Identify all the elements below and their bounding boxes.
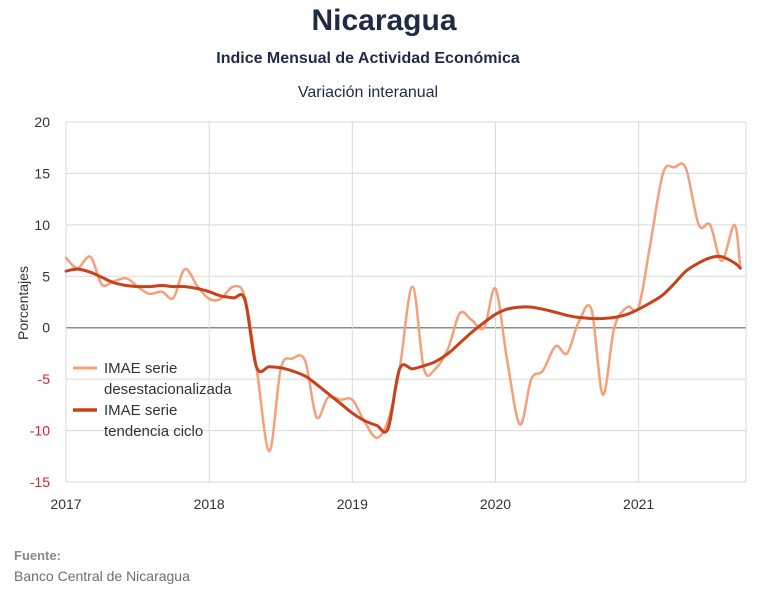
x-tick-label: 2018 (194, 496, 225, 512)
chart-subtitle: Indice Mensual de Actividad Económica (216, 50, 520, 67)
series-layer (64, 162, 742, 453)
x-tick-label: 2021 (623, 496, 654, 512)
y-tick-label: 0 (42, 320, 50, 336)
y-tick-label: -15 (30, 474, 50, 490)
legend-label: desestacionalizada (104, 381, 232, 398)
y-tick-label: 20 (34, 114, 50, 130)
x-tick-label: 2019 (337, 496, 368, 512)
y-axis-label: Porcentajes (15, 266, 31, 340)
y-tick-label: 10 (34, 217, 50, 233)
y-tick-label: 5 (42, 268, 50, 284)
y-tick-label: -5 (38, 371, 51, 387)
x-tick-label: 2017 (50, 496, 81, 512)
x-tick-label: 2020 (480, 496, 511, 512)
legend-label: IMAE serie (104, 402, 177, 419)
y-tick-label: 15 (34, 165, 50, 181)
chart-title: Nicaragua (311, 4, 457, 37)
chart-subtitle-variation: Variación interanual (297, 84, 439, 101)
grid-layer (65, 121, 747, 483)
legend-label: IMAE serie (104, 360, 177, 377)
series-line-tendencia-ciclo (64, 254, 742, 434)
source-value: Banco Central de Nicaragua (14, 568, 190, 584)
legend-label: tendencia ciclo (104, 423, 203, 440)
legend: IMAE serie desestacionalizada IMAE serie te… (73, 360, 232, 440)
series-line-desestacionalizada (64, 162, 742, 453)
y-tick-label: -10 (30, 423, 50, 439)
source-label: Fuente: (14, 548, 61, 563)
